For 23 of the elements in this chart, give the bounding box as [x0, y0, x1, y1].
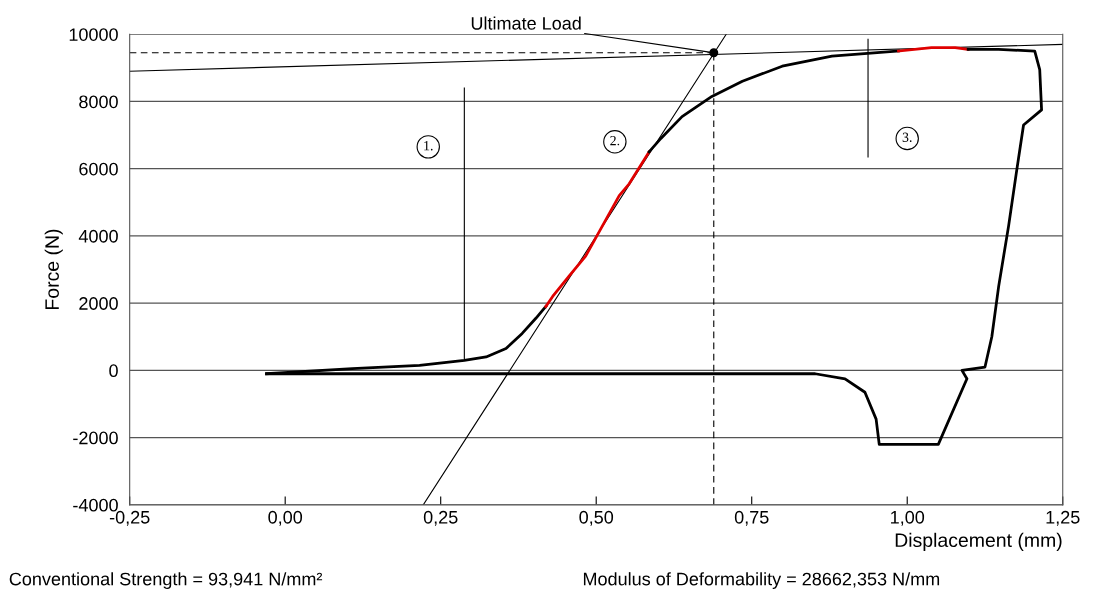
y-tick-label: 4000: [78, 229, 118, 243]
annotation: 1.: [424, 141, 433, 151]
annotation: 3.: [902, 132, 912, 142]
y-tick-label: 8000: [79, 95, 118, 109]
x-tick-label: 0,00: [268, 510, 303, 526]
x-tick-label: 1,25: [1046, 510, 1080, 526]
y-tick-label: -2000: [73, 431, 118, 445]
annotation: 2.: [610, 135, 620, 146]
x-tick-label: 0,75: [734, 510, 769, 526]
y-tick-label: 0: [109, 364, 118, 378]
y-tick-label: 10000: [69, 28, 118, 41]
x-tick-label: 0,50: [579, 510, 614, 526]
y-tick-label: 2000: [79, 297, 118, 310]
text: Modulus of Deformability = 28662,353 N/mm: [583, 572, 940, 589]
text: Conventional Strength = 93,941 N/mm²: [9, 572, 323, 589]
x-tick-label: 1,00: [891, 510, 925, 526]
annotation: Ultimate Load: [471, 16, 581, 30]
y-axis-title: Force (N): [44, 229, 63, 309]
y-tick-label: -4000: [73, 498, 118, 512]
y-tick-label: 6000: [79, 162, 118, 176]
x-tick-label: 0,25: [423, 510, 458, 526]
x-tick-label: -0,25: [109, 510, 150, 526]
x-axis-title: Displacement (mm): [895, 532, 1062, 551]
